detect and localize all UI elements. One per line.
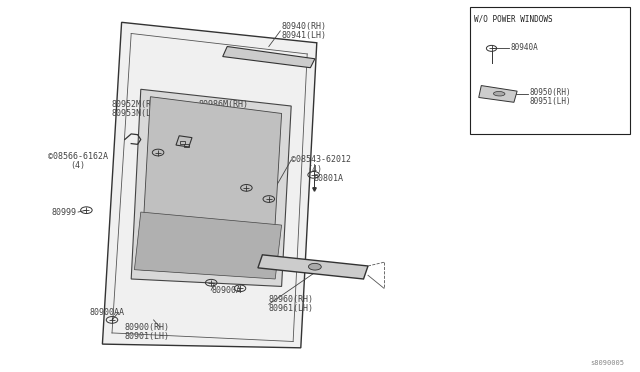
Text: (4): (4) [307, 165, 322, 174]
Bar [184, 144, 189, 147]
Text: (4): (4) [70, 161, 85, 170]
Text: ©08543-62012: ©08543-62012 [291, 155, 351, 164]
Ellipse shape [493, 92, 505, 96]
Text: 80941(LH): 80941(LH) [282, 31, 326, 40]
Text: W/O POWER WINDOWS: W/O POWER WINDOWS [474, 15, 552, 24]
Polygon shape [102, 22, 317, 348]
Polygon shape [141, 97, 282, 277]
Text: 80900AA: 80900AA [90, 308, 125, 317]
Text: 80940(RH): 80940(RH) [282, 22, 326, 31]
Text: s8090005: s8090005 [590, 360, 624, 366]
Text: ©08566-6162A: ©08566-6162A [48, 152, 108, 161]
Bar [470, 7, 630, 134]
Polygon shape [258, 255, 368, 279]
Text: 80951(LH): 80951(LH) [530, 97, 572, 106]
Text: 80950(RH): 80950(RH) [530, 89, 572, 97]
Text: 80961(LH): 80961(LH) [269, 304, 314, 313]
Text: 80900A: 80900A [211, 286, 241, 295]
Ellipse shape [308, 263, 321, 270]
Text: 80953N(LH): 80953N(LH) [112, 109, 162, 118]
Polygon shape [131, 89, 291, 286]
Polygon shape [479, 86, 517, 102]
Text: 80986N(LH): 80986N(LH) [198, 109, 248, 118]
Bar [180, 141, 185, 144]
Text: 80901E: 80901E [189, 122, 219, 131]
Text: 80900(RH): 80900(RH) [125, 323, 170, 332]
Polygon shape [134, 212, 282, 279]
Polygon shape [223, 46, 315, 68]
Text: 80940A: 80940A [510, 43, 538, 52]
Text: 80960(RH): 80960(RH) [269, 295, 314, 304]
Text: 80901(LH): 80901(LH) [125, 332, 170, 341]
Text: 80952M(RH): 80952M(RH) [112, 100, 162, 109]
Text: 80986M(RH): 80986M(RH) [198, 100, 248, 109]
Text: 80801A: 80801A [314, 174, 344, 183]
Text: 80999: 80999 [52, 208, 77, 217]
